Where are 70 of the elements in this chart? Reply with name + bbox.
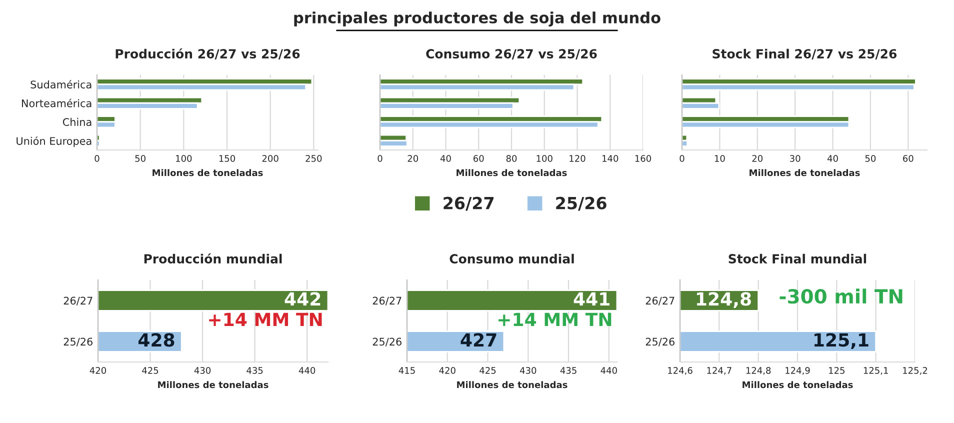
y-tick-label: Unión Europea [16,136,92,147]
y-tick-label: 26/27 [64,296,92,306]
legend-label: 26/27 [444,196,494,211]
x-tick-label: 0 [378,155,382,162]
annotation: +14 MM TN [209,312,322,326]
annotation: +14 MM TN [498,312,612,326]
y-tick-label: 25/26 [64,338,92,346]
x-tick-label: 140 [602,155,618,162]
x-tick-label: 100 [536,155,552,162]
x-tick-label: 120 [570,155,586,162]
chart-title: Producción 26/27 vs 25/26 [116,48,300,60]
x-tick-label: 50 [865,155,876,162]
x-tick-label: 435 [560,367,576,374]
chart-title: Stock Final 26/27 vs 25/26 [712,48,897,60]
data-label: 428 [138,333,174,347]
x-tick-label: 160 [635,155,652,162]
data-label: 442 [284,292,320,306]
x-tick-label: 0 [94,155,100,162]
y-tick-label: Sudamérica [30,80,92,88]
x-tick-label: 420 [439,367,456,374]
data-label: 427 [460,333,496,346]
x-tick-label: 200 [262,155,278,162]
x-tick-label: 124,7 [707,367,732,375]
x-tick-label: 125 [829,367,844,374]
x-tick-label: 40 [440,155,451,162]
x-tick-label: 30 [790,155,800,162]
x-axis-title: Millones de toneladas [750,169,860,176]
x-tick-label: 20 [752,155,763,162]
x-tick-label: 100 [176,155,192,162]
x-tick-label: 440 [600,367,617,374]
x-tick-label: 125,2 [903,367,928,375]
x-tick-label: 60 [474,155,484,162]
chart-title: Producción mundial [144,253,282,264]
x-tick-label: 10 [714,155,725,162]
annotation: -300 mil TN [780,288,902,304]
x-tick-label: 425 [480,367,496,374]
text: principales productores de soja del mundo [294,12,660,26]
x-tick-label: 250 [306,155,322,162]
chart-title: Consumo 26/27 vs 25/26 [426,49,597,60]
x-axis-title: Millones de toneladas [742,381,853,388]
data-label: 124,8 [696,292,751,308]
x-tick-label: 425 [142,367,158,374]
x-tick-label: 60 [903,155,914,162]
x-axis-title: Millones de toneladas [152,169,263,176]
x-tick-label: 430 [194,367,211,374]
chart-title: Consumo mundial [450,254,574,264]
x-axis-title: Millones de toneladas [457,381,568,388]
x-tick-label: 20 [408,155,418,162]
x-axis-title: Millones de toneladas [456,169,567,176]
x-tick-label: 80 [506,155,517,162]
x-tick-label: 0 [680,155,684,162]
y-tick-label: China [62,118,92,126]
legend-label: 25/26 [556,196,606,211]
x-tick-label: 435 [246,367,263,374]
x-tick-label: 124,8 [746,367,771,375]
x-tick-label: 124,6 [668,367,692,375]
x-tick-label: 150 [219,155,236,162]
data-label: 441 [574,292,610,306]
x-tick-label: 440 [298,367,316,374]
chart-title: Stock Final mundial [728,254,866,264]
x-tick-label: 40 [827,155,838,162]
x-axis-title: Millones de toneladas [158,381,268,388]
x-tick-label: 50 [135,155,146,162]
x-tick-label: 125,1 [864,367,888,375]
x-tick-label: 124,9 [786,367,810,375]
data-label: 125,1 [814,333,868,350]
x-tick-label: 415 [398,367,415,374]
y-tick-label: Norteamérica [22,98,92,108]
x-tick-label: 430 [520,367,536,374]
x-tick-label: 420 [90,367,106,374]
